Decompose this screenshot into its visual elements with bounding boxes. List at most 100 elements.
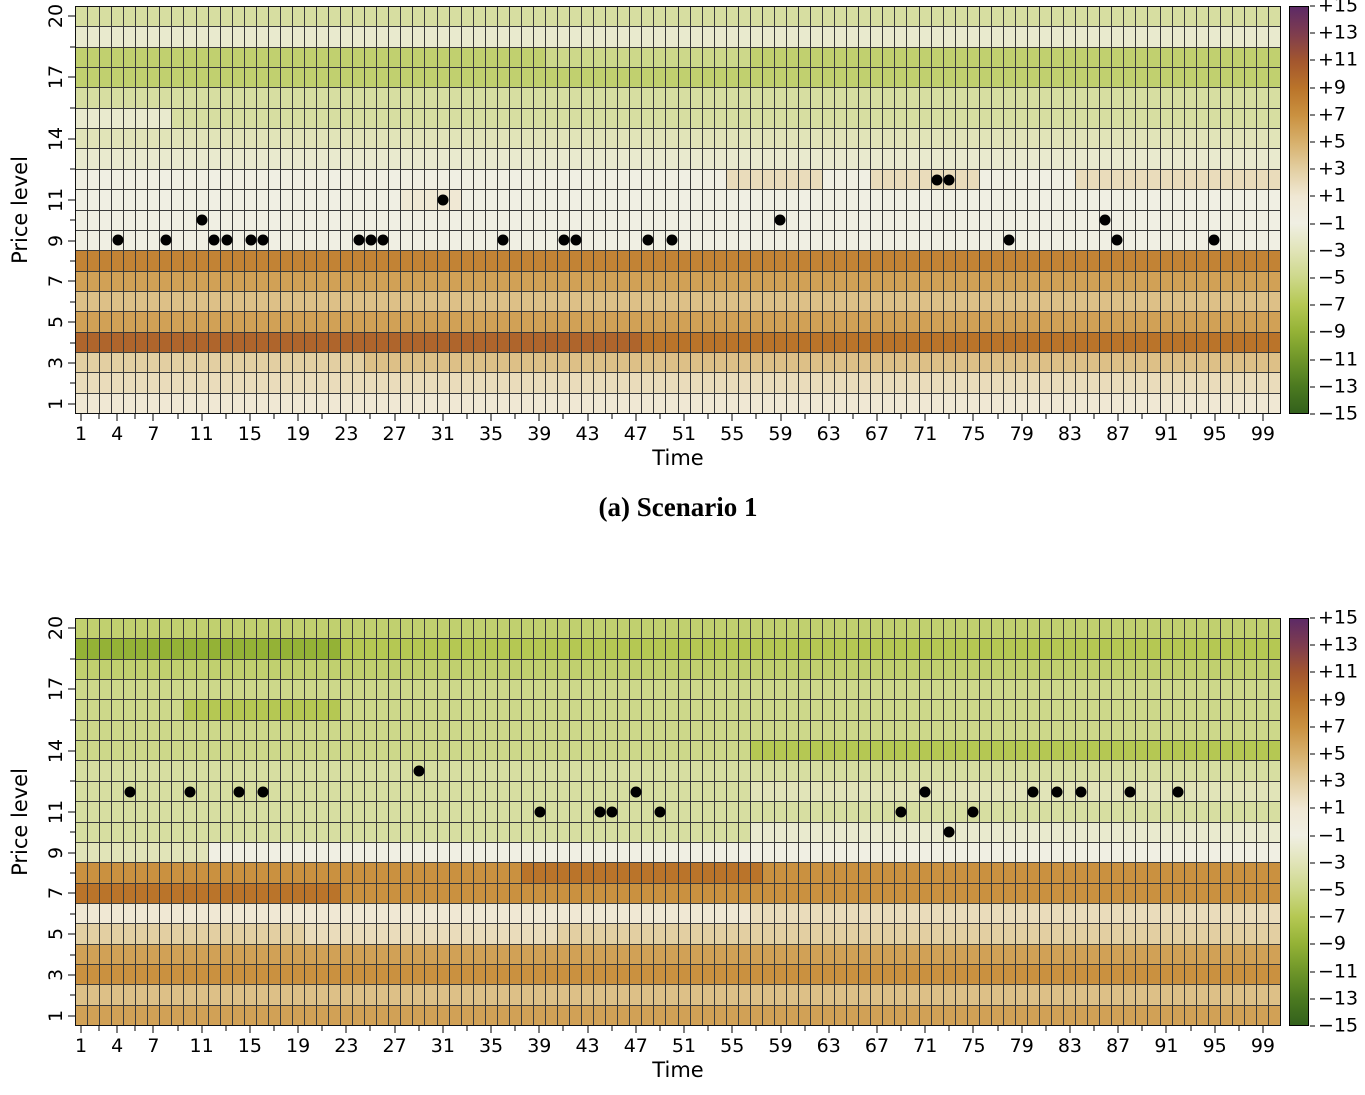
heatmap-cell bbox=[401, 822, 413, 842]
heatmap-cell bbox=[1172, 842, 1184, 863]
heatmap-cell bbox=[678, 700, 690, 720]
heatmap-cell bbox=[774, 312, 786, 332]
heatmap-cell bbox=[799, 27, 811, 47]
heatmap-cell bbox=[726, 741, 738, 761]
heatmap-cell bbox=[811, 619, 823, 639]
heatmap-cell bbox=[256, 1005, 268, 1025]
heatmap-cell bbox=[811, 761, 823, 781]
heatmap-cell bbox=[774, 373, 786, 393]
heatmap-cell bbox=[883, 761, 895, 781]
heatmap-cell bbox=[907, 68, 919, 88]
heatmap-cell bbox=[437, 68, 449, 88]
heatmap-cell bbox=[1003, 720, 1015, 741]
heatmap-cell bbox=[1088, 312, 1100, 332]
x-minor-tick-mark bbox=[659, 414, 661, 419]
colorbar-tick-label: −9 bbox=[1318, 320, 1347, 343]
heatmap-cell bbox=[268, 352, 280, 373]
heatmap-cell bbox=[220, 639, 232, 659]
heatmap-cell bbox=[811, 230, 823, 251]
heatmap-cell bbox=[967, 393, 979, 413]
heatmap-cell bbox=[341, 271, 353, 291]
heatmap-cell bbox=[220, 393, 232, 413]
heatmap-cell bbox=[1003, 863, 1015, 883]
heatmap-cell bbox=[786, 88, 798, 108]
heatmap-cell bbox=[1268, 393, 1280, 413]
heatmap-cell bbox=[401, 741, 413, 761]
heatmap-cell bbox=[558, 619, 570, 639]
heatmap-cell bbox=[136, 47, 148, 68]
heatmap-cell bbox=[1124, 291, 1136, 312]
heatmap-cell bbox=[413, 720, 425, 741]
heatmap-cell bbox=[461, 251, 473, 271]
heatmap-cell bbox=[859, 659, 871, 680]
heatmap-cell bbox=[1076, 332, 1088, 352]
x-tick-mark bbox=[1262, 414, 1264, 421]
heatmap-cell bbox=[148, 312, 160, 332]
heatmap-cell bbox=[196, 883, 208, 903]
heatmap-cell bbox=[1208, 863, 1220, 883]
heatmap-cell bbox=[1064, 639, 1076, 659]
heatmap-cell bbox=[1027, 781, 1039, 802]
heatmap-cell bbox=[726, 842, 738, 863]
heatmap-cell bbox=[509, 802, 521, 822]
heatmap-cell bbox=[292, 312, 304, 332]
heatmap-cell bbox=[172, 7, 184, 27]
heatmap-cell bbox=[1136, 149, 1148, 169]
heatmap-cell bbox=[1088, 944, 1100, 964]
heatmap-cell bbox=[1052, 108, 1064, 129]
heatmap-cell bbox=[1052, 944, 1064, 964]
heatmap-cell bbox=[991, 149, 1003, 169]
heatmap-cell bbox=[1064, 802, 1076, 822]
heatmap-cell bbox=[883, 680, 895, 700]
heatmap-cell bbox=[280, 802, 292, 822]
heatmap-cell bbox=[521, 251, 533, 271]
heatmap-cell bbox=[606, 924, 618, 944]
heatmap-cell bbox=[317, 190, 329, 210]
heatmap-cell bbox=[1232, 88, 1244, 108]
heatmap-cell bbox=[606, 373, 618, 393]
x-minor-tick-mark bbox=[1238, 414, 1240, 419]
heatmap-cell bbox=[377, 47, 389, 68]
colorbar-tick-label: +7 bbox=[1318, 715, 1347, 738]
heatmap-cell bbox=[738, 822, 750, 842]
heatmap-cell bbox=[353, 883, 365, 903]
heatmap-cell bbox=[1172, 47, 1184, 68]
heatmap-cell bbox=[774, 761, 786, 781]
heatmap-cell bbox=[943, 781, 955, 802]
heatmap-cell bbox=[762, 169, 774, 190]
heatmap-cell bbox=[88, 822, 100, 842]
heatmap-cell bbox=[811, 108, 823, 129]
heatmap-cell bbox=[642, 619, 654, 639]
heatmap-cell bbox=[148, 985, 160, 1005]
heatmap-cell bbox=[847, 7, 859, 27]
heatmap-cell bbox=[329, 680, 341, 700]
heatmap-cell bbox=[847, 149, 859, 169]
heatmap-cell bbox=[1052, 842, 1064, 863]
heatmap-cell bbox=[1052, 639, 1064, 659]
heatmap-cell bbox=[931, 27, 943, 47]
heatmap-cell bbox=[570, 169, 582, 190]
heatmap-cell bbox=[208, 863, 220, 883]
heatmap-cell bbox=[642, 27, 654, 47]
heatmap-cell bbox=[786, 863, 798, 883]
heatmap-cell bbox=[76, 291, 88, 312]
heatmap-cell bbox=[1076, 903, 1088, 924]
heatmap-cell bbox=[256, 619, 268, 639]
heatmap-cell bbox=[184, 332, 196, 352]
heatmap-cell bbox=[1112, 985, 1124, 1005]
heatmap-cell bbox=[220, 659, 232, 680]
heatmap-cell bbox=[485, 903, 497, 924]
heatmap-cell bbox=[1148, 169, 1160, 190]
heatmap-cell bbox=[1160, 883, 1172, 903]
heatmap-cell bbox=[1160, 251, 1172, 271]
heatmap-cell bbox=[244, 802, 256, 822]
heatmap-cell bbox=[594, 944, 606, 964]
heatmap-cell bbox=[329, 230, 341, 251]
heatmap-cell bbox=[570, 332, 582, 352]
heatmap-cell bbox=[401, 659, 413, 680]
heatmap-cell bbox=[690, 88, 702, 108]
heatmap-cell bbox=[497, 169, 509, 190]
heatmap-cell bbox=[1088, 373, 1100, 393]
heatmap-cell bbox=[1220, 210, 1232, 230]
heatmap-cell bbox=[1112, 169, 1124, 190]
